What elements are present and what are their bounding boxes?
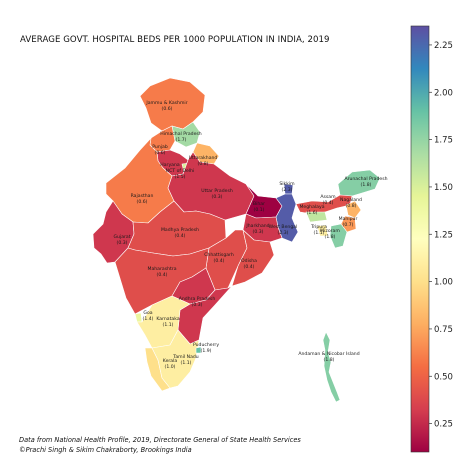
state-value-ga: (1.4): [143, 316, 154, 322]
state-label-mp: Madhya Pradesh: [161, 227, 199, 233]
state-label-ct: Chhattisgarh: [204, 252, 234, 258]
state-label-hr: Haryana: [160, 162, 180, 168]
state-value-pb: (0.6): [155, 150, 166, 156]
state-label-jh: Jharkhand: [245, 223, 269, 229]
state-value-mn: (0.7): [343, 222, 354, 228]
state-value-dl: (1.5): [175, 174, 186, 180]
state-an: [322, 331, 341, 403]
state-label-nl: Nagaland: [340, 197, 362, 203]
colorbar-tick-label: 1.00: [434, 278, 453, 288]
state-label-up: Uttar Pradesh: [201, 188, 233, 194]
state-nl: [345, 200, 362, 219]
state-hp: [171, 121, 201, 148]
state-value-sk: (2.3): [282, 187, 293, 193]
state-tr: [316, 224, 329, 237]
state-value-jk: (0.6): [162, 106, 173, 112]
state-value-gj: (0.3): [117, 240, 128, 246]
state-label-mz: Mizoram: [320, 228, 340, 234]
state-shapes: [92, 77, 381, 403]
state-label-mh: Maharashtra: [147, 266, 176, 272]
state-label-py: Puducherry: [193, 342, 219, 348]
state-label-ar: Arunachal Pradesh: [344, 176, 387, 182]
state-label-sk: Sikkim: [279, 181, 295, 187]
state-value-hp: (1.7): [176, 137, 187, 143]
state-mz: [329, 223, 348, 249]
state-ar: [337, 169, 381, 197]
state-value-ar: (1.8): [361, 182, 372, 188]
colorbar-tick-label: 1.25: [434, 230, 453, 240]
colorbar-tick-label: 2.25: [434, 41, 453, 51]
state-value-mp: (0.4): [175, 233, 186, 239]
state-label-uk: Uttarakhand: [189, 155, 218, 161]
state-label-kl: Kerala: [163, 358, 178, 364]
state-ml: [305, 211, 328, 223]
state-value-br: (0.1): [254, 207, 265, 213]
state-label-dl: NCT of Delhi: [166, 168, 195, 174]
state-value-an: (1.8): [324, 357, 335, 363]
state-ka: [136, 295, 191, 349]
state-ga: [134, 312, 143, 323]
state-value-kl: (1.0): [165, 364, 176, 370]
state-value-ml: (1.6): [307, 210, 318, 216]
state-value-py: (1.9): [201, 348, 212, 354]
state-label-tn: Tamil Nadu: [172, 354, 199, 360]
footer-source: Data from National Health Profile, 2019,…: [19, 436, 301, 444]
state-mn: [340, 215, 357, 233]
state-value-mz: (1.8): [325, 234, 336, 240]
state-or: [231, 229, 275, 287]
colorbar-ticks: 0.25 0.50 0.75 1.00 1.25 1.50 1.75 2.00 2.25: [429, 41, 453, 430]
state-value-mh: (0.4): [157, 272, 168, 278]
state-label-br: Bihar: [253, 201, 265, 207]
state-label-gj: Gujarat: [113, 234, 130, 240]
state-tn: [151, 329, 200, 389]
state-label-an: Andaman & Nicobar Island: [298, 351, 359, 357]
state-label-or: Odisha: [241, 258, 257, 264]
state-value-ap: (0.3): [192, 302, 203, 308]
state-value-jh: (0.3): [253, 229, 264, 235]
state-label-tr: Tripura: [310, 224, 327, 230]
state-label-ka: Karnataka: [156, 316, 179, 322]
state-value-as: (0.4): [323, 200, 334, 206]
colorbar-tick-label: 1.50: [434, 183, 453, 193]
colorbar-tick-label: 0.50: [434, 372, 453, 382]
state-label-as: Assam: [320, 194, 336, 200]
state-label-mn: Manipur: [339, 216, 358, 222]
state-wb: [275, 193, 299, 243]
state-value-up: (0.3): [212, 194, 223, 200]
state-value-wb: (2.3): [278, 230, 289, 236]
state-labels: Jammu & Kashmir(0.6)Himachal Pradesh(1.7…: [113, 100, 387, 370]
colorbar: [410, 25, 430, 453]
footer-credit: ©Prachi Singh & Sikim Chakraborty, Brook…: [19, 446, 192, 454]
state-value-nl: (0.8): [346, 203, 357, 209]
state-label-jk: Jammu & Kashmir: [145, 100, 187, 106]
state-value-tn: (1.1): [181, 360, 192, 366]
state-label-rj: Rajasthan: [131, 193, 154, 199]
state-label-ga: Goa: [143, 310, 152, 316]
state-value-ka: (1.1): [163, 322, 174, 328]
state-label-ap: Andhra Pradesh: [179, 296, 216, 302]
state-label-wb: West Bengal: [269, 224, 298, 230]
state-py: [195, 346, 202, 354]
state-label-hp: Himachal Pradesh: [160, 131, 202, 137]
state-value-tr: (1.1): [314, 230, 325, 236]
colorbar-tick-label: 0.75: [434, 325, 453, 335]
state-value-uk: (0.8): [198, 161, 209, 167]
state-value-or: (0.4): [244, 264, 255, 270]
state-value-ct: (0.4): [214, 258, 225, 264]
state-value-rj: (0.6): [137, 199, 148, 205]
colorbar-tick-label: 2.00: [434, 88, 453, 98]
map-title: AVERAGE GOVT. HOSPITAL BEDS PER 1000 POP…: [20, 35, 330, 45]
colorbar-tick-label: 1.75: [434, 136, 453, 146]
state-label-ml: Meghalaya: [299, 204, 324, 210]
colorbar-tick-label: 0.25: [434, 420, 453, 430]
state-label-pb: Punjab: [152, 144, 168, 150]
